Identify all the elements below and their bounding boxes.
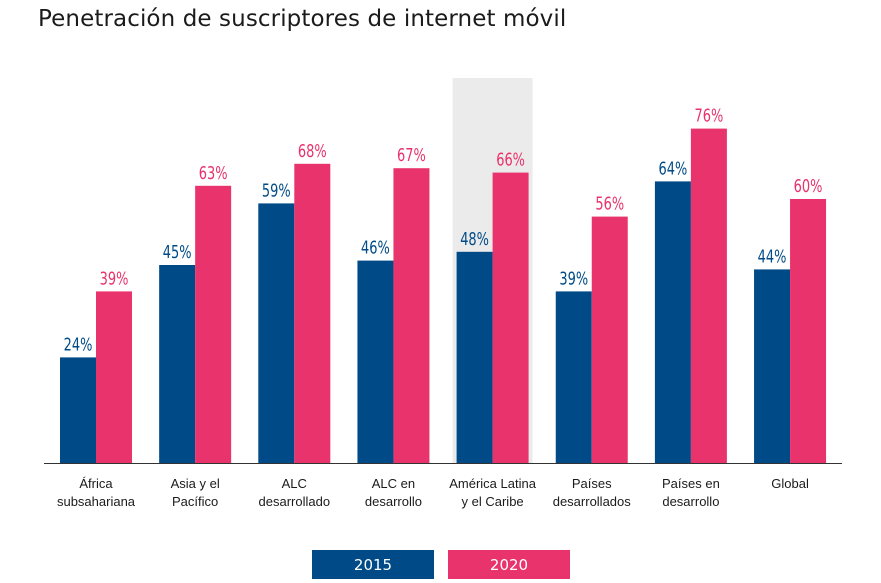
bar-2015-3 bbox=[357, 260, 394, 463]
data-label-2015-0: 24% bbox=[64, 333, 93, 355]
bar-2015-4 bbox=[456, 251, 493, 463]
data-label-2015-2: 59% bbox=[262, 179, 291, 201]
bar-2020-3 bbox=[393, 168, 430, 463]
category-label-1: Asia y el Pacífico bbox=[171, 476, 220, 509]
bar-2015-0 bbox=[60, 357, 96, 463]
bar-2015-2 bbox=[258, 203, 295, 463]
bar-2020-2 bbox=[294, 163, 331, 464]
bar-2020-5 bbox=[591, 216, 628, 463]
bar-2015-6 bbox=[654, 181, 691, 463]
data-label-2015-5: 39% bbox=[559, 267, 588, 289]
category-label-0: África subsahariana bbox=[57, 476, 136, 509]
data-label-2015-4: 48% bbox=[460, 228, 489, 250]
data-label-2020-2: 68% bbox=[298, 140, 327, 162]
data-label-2015-6: 64% bbox=[659, 157, 688, 179]
category-label-4: América Latina y el Caribe bbox=[449, 476, 536, 509]
bar-2020-6 bbox=[690, 128, 727, 463]
bar-2020-1 bbox=[195, 185, 232, 464]
bar-2015-7 bbox=[754, 269, 791, 463]
category-label-2: ALC desarrollado bbox=[259, 476, 331, 509]
category-label-3: ALC en desarrollo bbox=[365, 476, 422, 509]
data-label-2020-3: 67% bbox=[397, 144, 426, 166]
bar-2015-5 bbox=[555, 291, 592, 463]
bar-chart: 24% 39% 45% 63% 59% 68% 46% 67% 48% 66% 39% 56% 64% 7… bbox=[44, 78, 842, 509]
category-label-5: Países desarrollados bbox=[553, 476, 632, 509]
legend-2020: 2020 bbox=[448, 550, 570, 579]
bar-2020-7 bbox=[790, 199, 827, 463]
bar-2020-4 bbox=[492, 172, 529, 463]
data-label-2020-6: 76% bbox=[695, 104, 724, 126]
category-label-6: Países en desarrollo bbox=[662, 476, 720, 509]
category-label-7: Global bbox=[771, 476, 809, 491]
chart-title: Penetración de suscriptores de internet … bbox=[38, 6, 567, 32]
bar-2020-0 bbox=[96, 291, 132, 463]
data-label-2020-5: 56% bbox=[595, 192, 624, 214]
data-label-2020-7: 60% bbox=[794, 175, 823, 197]
data-label-2020-1: 63% bbox=[199, 162, 228, 184]
data-label-2015-3: 46% bbox=[361, 236, 390, 258]
data-label-2015-7: 44% bbox=[758, 245, 787, 267]
legend-2015: 2015 bbox=[312, 550, 434, 579]
data-label-2015-1: 45% bbox=[163, 241, 192, 263]
data-label-2020-0: 39% bbox=[100, 267, 129, 289]
bar-2015-1 bbox=[159, 265, 196, 463]
data-label-2020-4: 66% bbox=[496, 148, 525, 170]
